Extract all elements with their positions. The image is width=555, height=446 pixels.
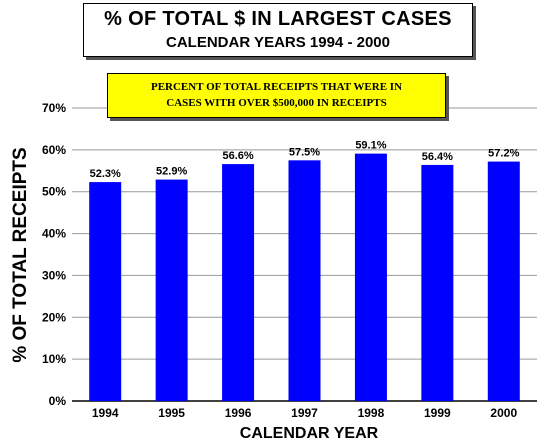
y-tick-label: 70% [42, 101, 66, 115]
y-tick-labels: 0% 10% 20% 30% 40% 50% 60% 70% [42, 101, 66, 408]
bar [155, 179, 188, 401]
bars [89, 153, 520, 401]
y-tick-label: 60% [42, 143, 66, 157]
y-tick-label: 20% [42, 310, 66, 324]
x-tick-label: 1998 [358, 406, 385, 420]
data-labels: 52.3% 52.9% 56.6% 57.5% 59.1% 56.4% 57.2% [90, 140, 520, 180]
y-tick-label: 40% [42, 227, 66, 241]
data-label: 59.1% [355, 140, 386, 152]
chart-title: % OF TOTAL $ IN LARGEST CASES [104, 8, 452, 30]
bar [222, 164, 255, 401]
annotation-line-1: PERCENT OF TOTAL RECEIPTS THAT WERE IN [150, 81, 403, 93]
y-tick-label: 0% [49, 394, 67, 408]
x-tick-label: 1994 [92, 406, 119, 420]
bar [421, 164, 454, 401]
x-tick-label: 2000 [490, 406, 517, 420]
data-label: 57.2% [488, 148, 519, 160]
annotation-line-2: CASES WITH OVER $500,000 IN RECEIPTS [166, 97, 387, 109]
data-label: 52.3% [90, 168, 121, 180]
chart-subtitle: CALENDAR YEARS 1994 - 2000 [166, 34, 390, 51]
bar [89, 182, 122, 401]
bar [354, 153, 387, 401]
data-label: 52.9% [156, 166, 187, 178]
title-box: % OF TOTAL $ IN LARGEST CASES CALENDAR Y… [83, 3, 473, 57]
data-label: 56.6% [222, 150, 253, 162]
x-tick-labels: 1994 1995 1996 1997 1998 1999 2000 [92, 406, 518, 420]
data-label: 56.4% [422, 151, 453, 163]
y-tick-label: 50% [42, 185, 66, 199]
annotation-box: PERCENT OF TOTAL RECEIPTS THAT WERE IN C… [107, 73, 446, 118]
bar [487, 161, 520, 401]
x-tick-label: 1995 [158, 406, 185, 420]
y-tick-label: 10% [42, 352, 66, 366]
x-tick-label: 1999 [424, 406, 451, 420]
data-label: 57.5% [289, 146, 320, 158]
y-axis-label: % OF TOTAL RECEIPTS [10, 147, 31, 362]
x-tick-label: 1997 [291, 406, 318, 420]
y-tick-label: 30% [42, 268, 66, 282]
x-tick-label: 1996 [225, 406, 252, 420]
x-axis-label: CALENDAR YEAR [240, 425, 379, 442]
bar [288, 160, 321, 401]
